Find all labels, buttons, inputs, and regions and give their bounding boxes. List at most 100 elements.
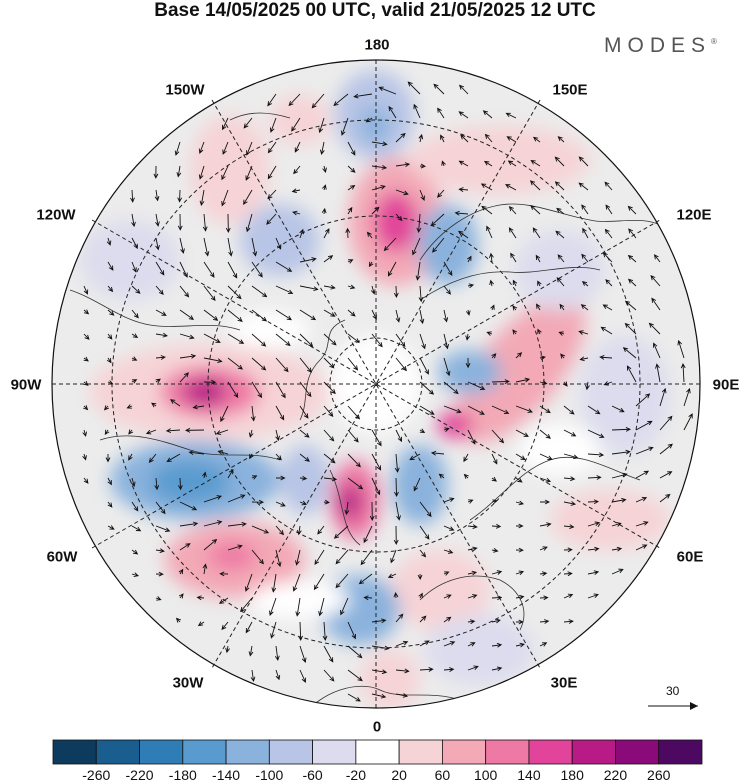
wind-arrow <box>587 429 605 438</box>
wind-arrow <box>515 377 531 383</box>
wind-arrow <box>169 399 181 407</box>
wind-arrow <box>407 81 421 95</box>
wind-arrow <box>175 617 181 623</box>
wind-arrow <box>299 257 317 263</box>
wind-arrow <box>203 379 217 385</box>
lon-label-90e: 90E <box>712 376 740 394</box>
wind-arrow <box>563 429 577 437</box>
wind-arrow <box>433 83 445 95</box>
wind-arrow <box>323 255 334 263</box>
wind-arrow <box>458 230 469 239</box>
wind-arrow <box>251 309 268 322</box>
wind-arrow <box>155 213 160 227</box>
wind-arrow <box>131 501 139 512</box>
wind-arrow <box>563 501 577 506</box>
wind-arrow <box>539 595 549 601</box>
wind-arrow <box>131 356 138 361</box>
wind-arrow <box>148 453 157 463</box>
registered-mark: ® <box>711 37 717 46</box>
wind-arrow <box>347 141 356 156</box>
colorbar-tick-label: -100 <box>255 767 284 783</box>
wind-arrow <box>203 495 222 503</box>
wind-arrow <box>299 669 307 683</box>
wind-arrow <box>321 207 327 215</box>
wind-arrow <box>219 571 229 577</box>
wind-arrow <box>318 117 325 134</box>
wind-arrow <box>508 206 517 215</box>
lon-label-30w: 30W <box>172 674 204 692</box>
wind-arrow <box>395 309 401 323</box>
wind-arrow <box>378 86 397 95</box>
wind-arrow <box>323 669 335 682</box>
wind-arrow <box>581 204 589 215</box>
wind-arrow <box>251 381 263 399</box>
wind-arrow <box>275 333 291 347</box>
wind-arrow <box>347 429 359 443</box>
wind-arrow <box>269 117 277 133</box>
wind-arrow <box>539 355 546 361</box>
wind-arrow <box>467 499 474 504</box>
colorbar-tick-label: -60 <box>302 767 323 783</box>
wind-arrow <box>323 645 334 663</box>
wind-arrow <box>659 471 673 479</box>
wind-arrow <box>107 261 114 271</box>
wind-arrow <box>489 279 494 287</box>
wind-arrow <box>443 261 453 276</box>
wind-arrow <box>250 405 256 422</box>
wind-arrow <box>515 453 526 461</box>
wind-arrow <box>267 165 277 180</box>
wind-arrow <box>299 475 308 481</box>
wind-arrow <box>443 381 459 395</box>
wind-arrow <box>611 497 627 503</box>
wind-arrow <box>295 549 301 566</box>
wind-arrow <box>515 429 529 437</box>
wind-arrow <box>512 279 518 287</box>
wind-arrow <box>467 524 478 529</box>
wind-arrow <box>188 450 205 456</box>
wind-arrow <box>340 597 349 616</box>
wind-arrow <box>184 427 205 433</box>
wind-arrow <box>203 520 223 527</box>
wind-arrow <box>539 405 551 414</box>
wind-arrow <box>319 141 325 155</box>
wind-arrow <box>443 427 450 432</box>
wind-arrow <box>539 499 551 505</box>
wind-arrow <box>578 182 589 191</box>
wind-arrow <box>465 333 471 341</box>
wind-arrow <box>458 111 469 119</box>
wind-arrow <box>155 571 164 577</box>
wind-arrow <box>539 380 548 386</box>
wind-arrow <box>225 645 230 654</box>
wind-arrow <box>388 105 397 119</box>
wind-arrow <box>295 597 301 617</box>
wind-arrow <box>650 275 661 287</box>
wind-arrow <box>299 453 310 462</box>
colorbar-swatch <box>528 739 573 765</box>
wind-arrow <box>296 525 302 536</box>
wind-arrow <box>174 141 181 156</box>
colorbar-tick-label: -180 <box>168 767 197 783</box>
wind-arrow <box>345 227 351 239</box>
wind-arrow <box>463 453 469 463</box>
wind-arrow <box>371 453 382 471</box>
wind-arrow <box>317 525 325 535</box>
wind-arrow <box>291 117 301 132</box>
wind-arrow <box>275 261 293 272</box>
wind-arrow <box>131 549 139 555</box>
wind-arrow <box>202 563 208 575</box>
wind-arrow <box>155 378 161 384</box>
wind-arrow <box>481 205 493 215</box>
wind-arrow <box>419 428 426 434</box>
wind-arrow <box>82 453 87 461</box>
lon-label-120e: 120E <box>676 206 712 224</box>
wind-arrow <box>627 205 637 215</box>
wind-arrow <box>131 213 136 228</box>
wind-arrow <box>107 285 114 293</box>
wind-arrow <box>395 189 409 196</box>
wind-arrow <box>419 501 432 518</box>
wind-arrow <box>154 189 160 202</box>
wind-arrow <box>322 184 327 191</box>
wind-arrow <box>393 592 399 599</box>
wind-arrow <box>483 160 493 167</box>
